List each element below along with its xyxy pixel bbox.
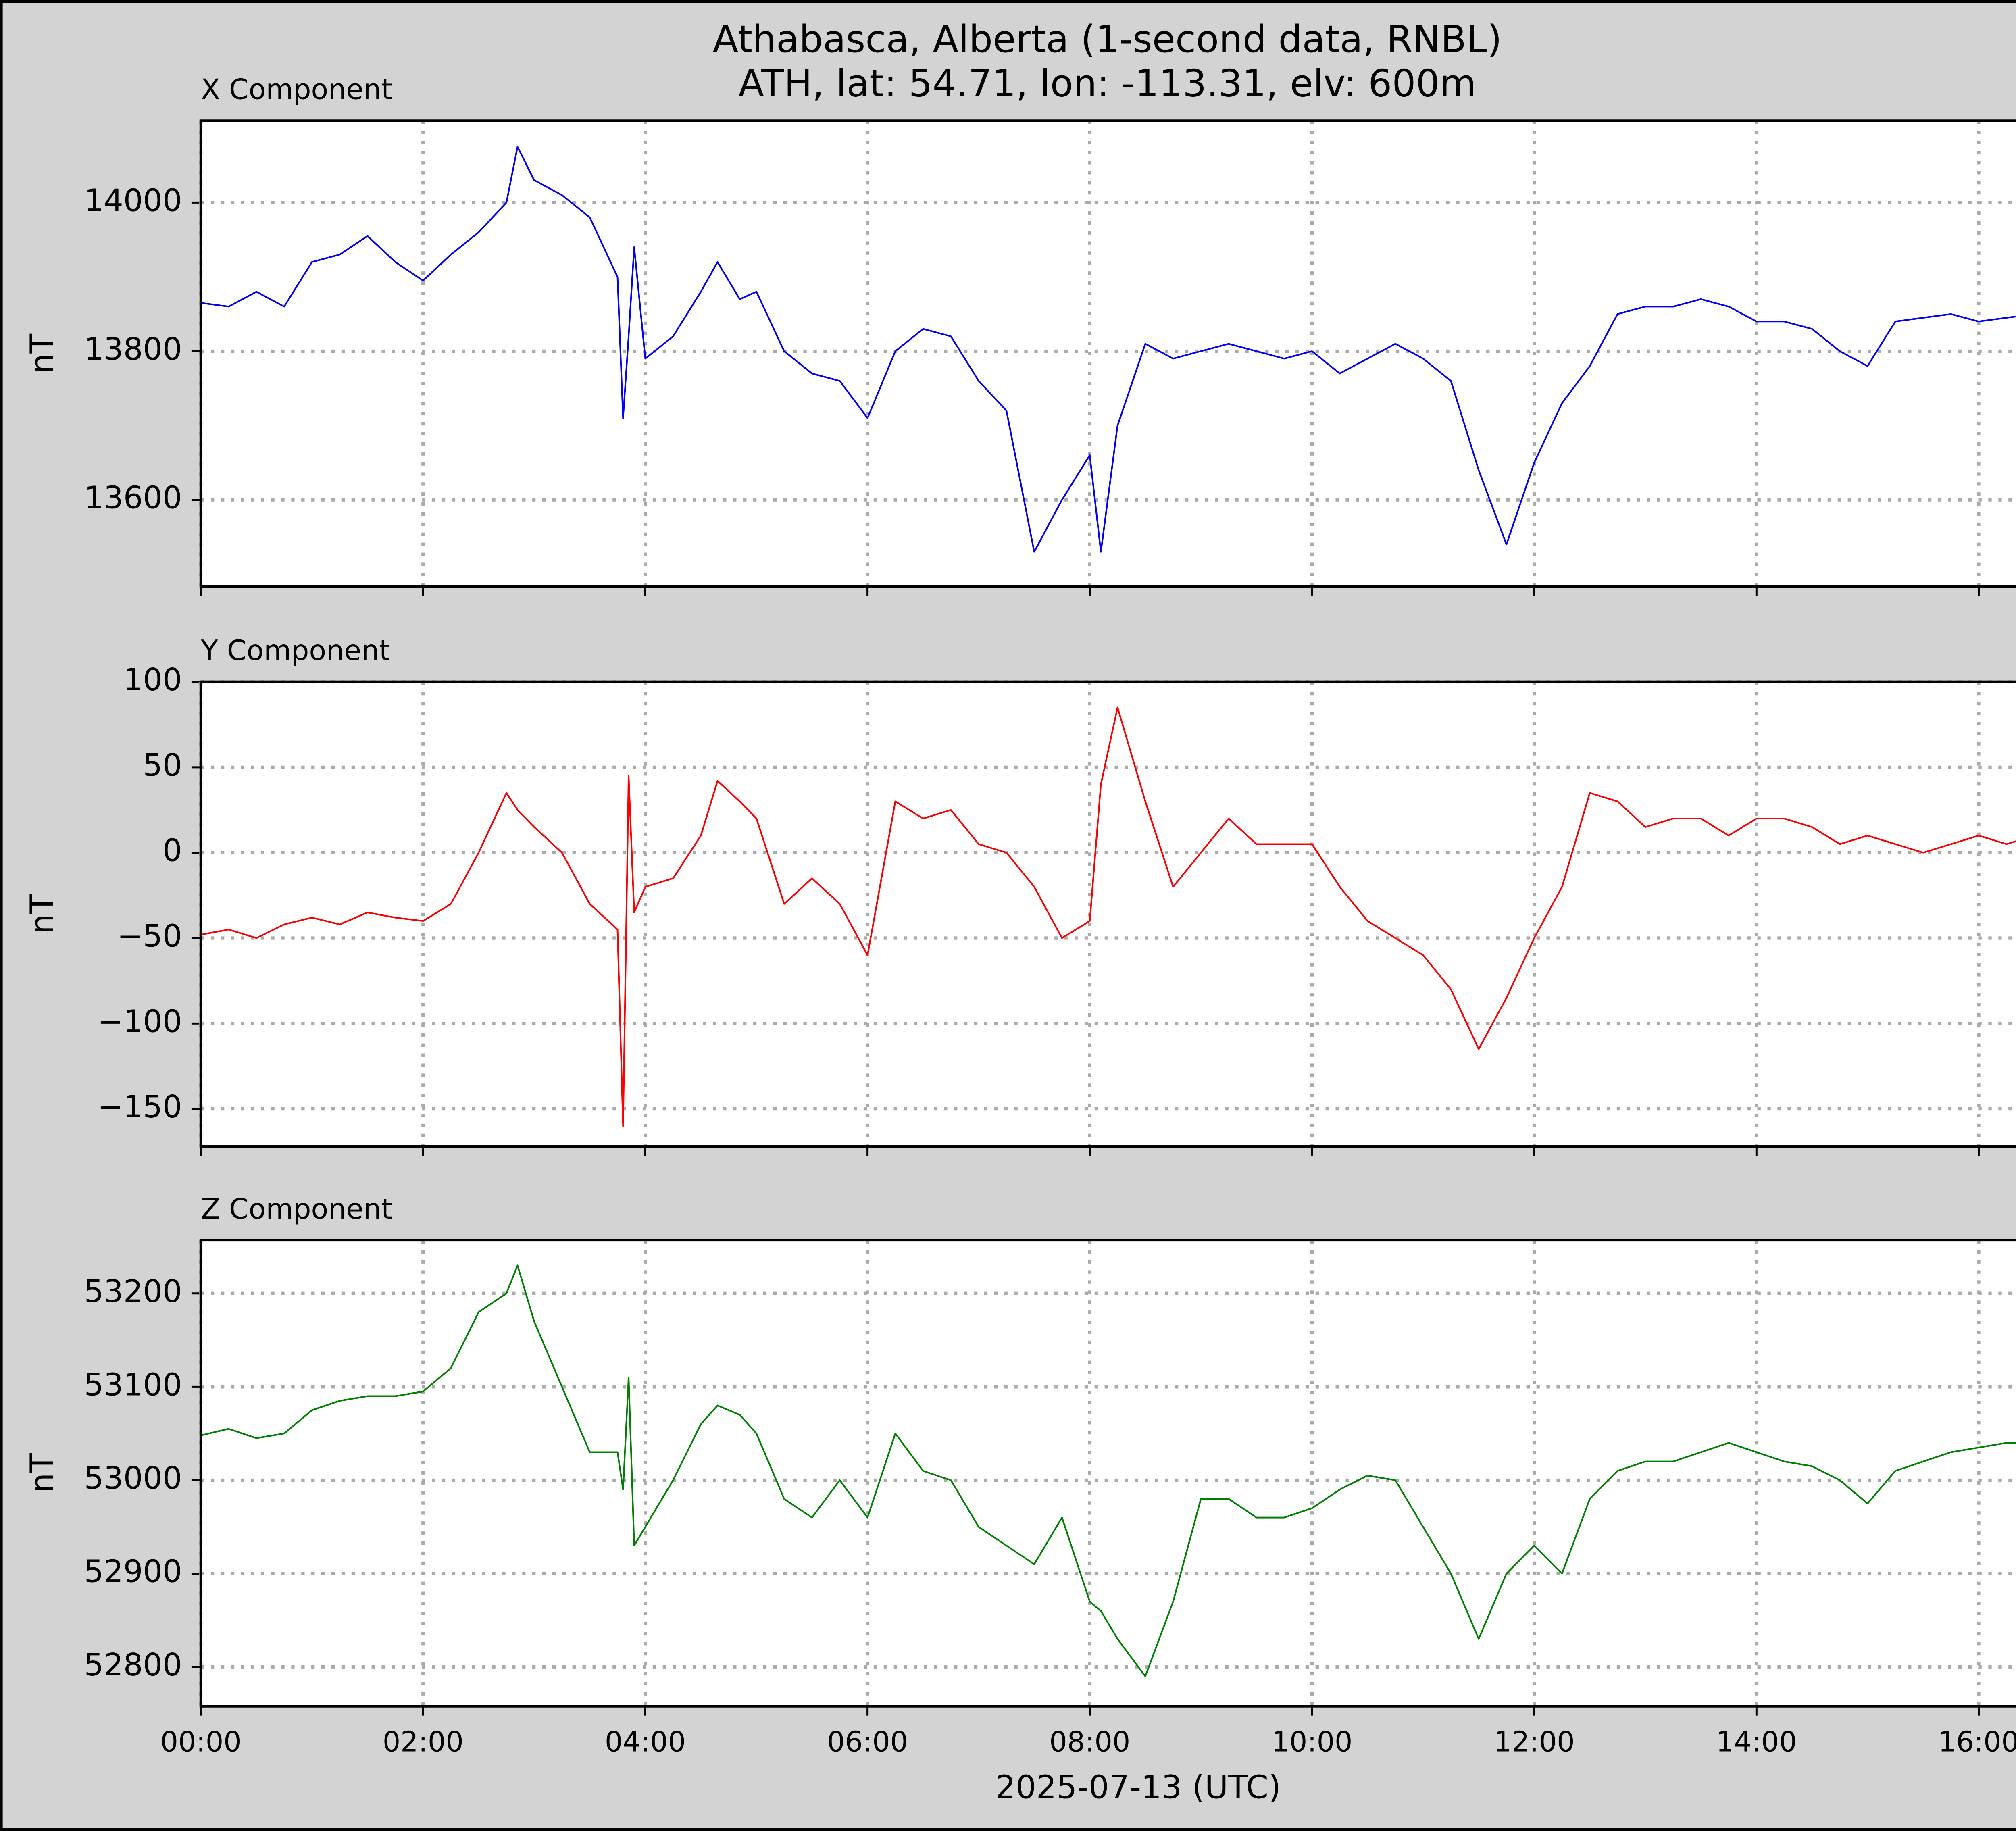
x-tick-label: 00:00 <box>160 1725 242 1758</box>
y-tick-label: −100 <box>98 1004 182 1039</box>
y-tick-label: 53100 <box>84 1367 182 1403</box>
x-tick-label: 08:00 <box>1049 1725 1130 1758</box>
y-tick-label: 100 <box>123 662 182 698</box>
x-tick-label: 14:00 <box>1716 1725 1797 1758</box>
y-tick-label: 52900 <box>84 1554 182 1590</box>
y-tick-label: −150 <box>98 1089 182 1125</box>
plot-area <box>201 682 2016 1147</box>
data-line <box>200 1264 2016 1677</box>
x-tick-label: 06:00 <box>827 1725 908 1758</box>
figure-title: Athabasca, Alberta (1-second data, RNBL) <box>713 17 1502 61</box>
panel-title: Z Component <box>201 1193 392 1225</box>
y-tick-label: 13600 <box>84 480 182 516</box>
y-axis-label: nT <box>23 334 61 374</box>
panel-title: X Component <box>201 73 392 106</box>
x-tick-label: 12:00 <box>1494 1725 1575 1758</box>
panel-title: Y Component <box>200 634 390 667</box>
y-axis-label: nT <box>23 894 61 934</box>
y-axis-label: nT <box>23 1453 61 1494</box>
plot-frame <box>199 1239 2016 1708</box>
plot-frame <box>199 119 2016 588</box>
y-tick-label: 14000 <box>84 183 182 219</box>
x-axis-label: 2025-07-13 (UTC) <box>995 1768 1281 1806</box>
x-tick-label: 04:00 <box>605 1725 686 1758</box>
data-line <box>200 706 2016 1127</box>
y-tick-label: 0 <box>162 833 182 869</box>
y-tick-label: 53200 <box>84 1274 182 1310</box>
plot-area <box>201 1240 2016 1706</box>
data-line <box>200 146 2016 553</box>
y-tick-label: 50 <box>143 748 182 783</box>
x-tick-label: 02:00 <box>383 1725 464 1758</box>
y-tick-label: 13800 <box>84 331 182 367</box>
x-tick-label: 16:00 <box>1938 1725 2016 1758</box>
plot-frame <box>199 680 2016 1148</box>
x-tick-label: 10:00 <box>1272 1725 1353 1758</box>
figure-subtitle: ATH, lat: 54.71, lon: -113.31, elv: 600m <box>738 62 1476 105</box>
y-tick-label: 52800 <box>84 1647 182 1683</box>
plot-area <box>201 121 2016 587</box>
y-tick-label: −50 <box>117 918 182 954</box>
y-tick-label: 53000 <box>84 1460 182 1496</box>
